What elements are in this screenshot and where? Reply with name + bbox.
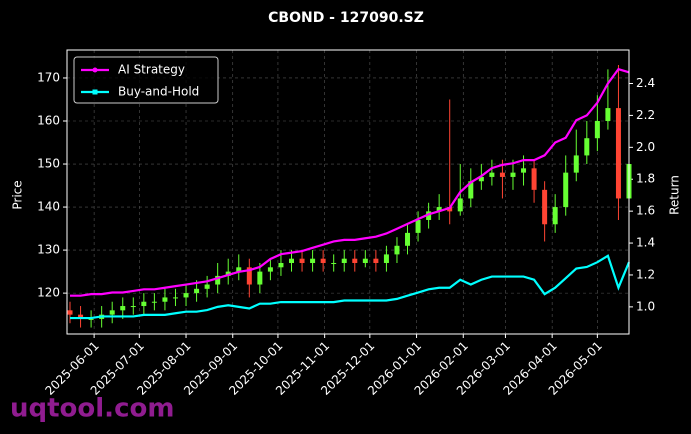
candle-body: [426, 211, 432, 220]
y-axis-label: Price: [11, 180, 25, 209]
candle-body: [257, 271, 263, 285]
candle-body: [510, 172, 516, 177]
y2-tick-label: 1.8: [636, 172, 655, 186]
y-tick-label: 150: [37, 157, 60, 171]
legend-label: AI Strategy: [118, 63, 185, 77]
legend-label: Buy-and-Hold: [118, 85, 199, 99]
candle-body: [352, 258, 358, 263]
legend-marker: [92, 89, 98, 95]
candle-body: [225, 271, 231, 276]
y2-tick-label: 1.2: [636, 267, 655, 281]
y-tick-label: 130: [37, 243, 60, 257]
candle-body: [521, 168, 527, 173]
y-tick-label: 120: [37, 286, 60, 300]
candle-body: [88, 318, 94, 320]
y-tick-label: 160: [37, 114, 60, 128]
candle-body: [563, 172, 569, 208]
candle-body: [615, 108, 621, 199]
legend-marker: [92, 67, 98, 73]
candle-body: [584, 138, 590, 156]
candle-body: [594, 121, 600, 139]
candle-body: [67, 310, 73, 315]
candle-body: [383, 254, 389, 263]
candle-body: [362, 258, 368, 263]
candle-body: [405, 232, 411, 246]
candle-body: [310, 258, 316, 263]
y2-tick-label: 2.2: [636, 108, 655, 122]
candle-body: [172, 297, 178, 299]
plot-frame: [66, 49, 630, 335]
candle-body: [183, 293, 189, 298]
candle-body: [288, 258, 294, 263]
candle-body: [194, 288, 200, 294]
y2-tick-label: 1.0: [636, 299, 655, 313]
candle-body: [457, 198, 463, 212]
candle-body: [552, 207, 558, 225]
series-line: [70, 254, 631, 320]
legend-box: [73, 56, 219, 104]
candle-body: [499, 172, 505, 177]
candle-body: [109, 310, 115, 315]
candle-body: [415, 219, 421, 233]
candle-body: [204, 284, 210, 289]
candle-body: [320, 258, 326, 263]
candle-body: [141, 301, 147, 307]
candle-body: [151, 301, 157, 303]
candle-body: [278, 263, 284, 268]
candle-body: [120, 306, 126, 311]
candle-body: [447, 207, 453, 212]
candle-body: [531, 168, 537, 190]
candle-body: [542, 189, 548, 225]
candle-body: [78, 314, 84, 319]
y2-tick-label: 1.4: [636, 236, 655, 250]
candle-body: [478, 176, 484, 182]
candle-body: [468, 181, 474, 199]
watermark: uqtool.com: [10, 394, 174, 424]
y-tick-label: 170: [37, 70, 60, 84]
y2-tick-label: 1.6: [636, 204, 655, 218]
candle-body: [489, 172, 495, 177]
candle-body: [331, 263, 337, 264]
candle-body: [341, 258, 347, 263]
candle-body: [299, 258, 305, 263]
y2-tick-label: 2.0: [636, 140, 655, 154]
candle-body: [215, 275, 221, 285]
chart-title: CBOND - 127090.SZ: [268, 10, 424, 26]
candle-body: [162, 297, 168, 302]
candle-body: [573, 155, 579, 173]
y2-tick-label: 2.4: [636, 76, 655, 90]
candle-body: [436, 207, 442, 212]
y-tick-label: 140: [37, 200, 60, 214]
series-line: [70, 67, 630, 297]
candle-body: [246, 267, 252, 285]
candle-body: [373, 258, 379, 263]
candle-body: [236, 267, 242, 272]
candle-body: [267, 267, 273, 272]
candle-body: [605, 108, 611, 121]
candle-body: [130, 306, 136, 308]
y2-axis-label: Return: [668, 175, 682, 215]
candle-body: [394, 245, 400, 255]
